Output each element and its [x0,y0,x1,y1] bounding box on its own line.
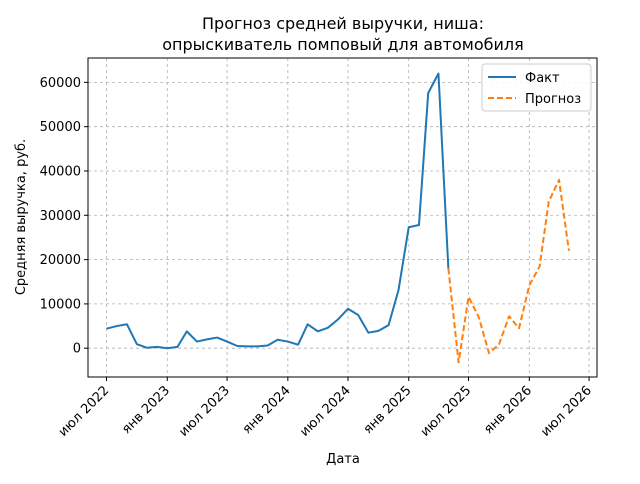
x-tick-label: янв 2026 [481,383,535,437]
legend-forecast-label: Прогноз [525,92,581,107]
x-axis-ticks: июл 2022 янв 2023 июл 2023 янв 2024 июл 2024… [56,377,595,440]
series-lines [106,72,570,364]
y-tick-label: 10000 [40,297,81,312]
x-tick-label: янв 2024 [240,383,294,437]
x-tick-label: июл 2026 [538,383,595,440]
x-tick-label: янв 2025 [361,383,415,437]
y-tick-label: 0 [73,342,81,357]
y-tick-label: 60000 [40,76,81,91]
y-axis-ticks: 0 10000 20000 30000 40000 50000 60000 [40,76,88,357]
fact-series-line [106,72,450,350]
y-axis-label: Средняя выручка, руб. [14,139,29,295]
x-tick-label: июл 2024 [297,383,354,440]
chart-title-line-2: опрыскиватель помповый для автомобиля [162,35,523,54]
y-tick-label: 50000 [40,120,81,135]
plot-area-frame [87,57,598,378]
y-tick-label: 20000 [40,253,81,268]
x-tick-label: янв 2023 [119,383,173,437]
x-tick-label: июл 2023 [176,383,233,440]
y-tick-label: 40000 [40,164,81,179]
grid-lines [88,58,597,377]
forecast-series-line [447,178,570,364]
x-tick-label: июл 2022 [56,383,113,440]
x-tick-label: июл 2025 [418,383,475,440]
legend: Факт Прогноз [481,63,592,112]
legend-box [481,63,592,112]
x-axis-label: Дата [326,452,360,467]
legend-fact-label: Факт [525,71,560,86]
chart-title-line-1: Прогноз средней выручки, ниша: [202,14,484,33]
y-tick-label: 30000 [40,209,81,224]
